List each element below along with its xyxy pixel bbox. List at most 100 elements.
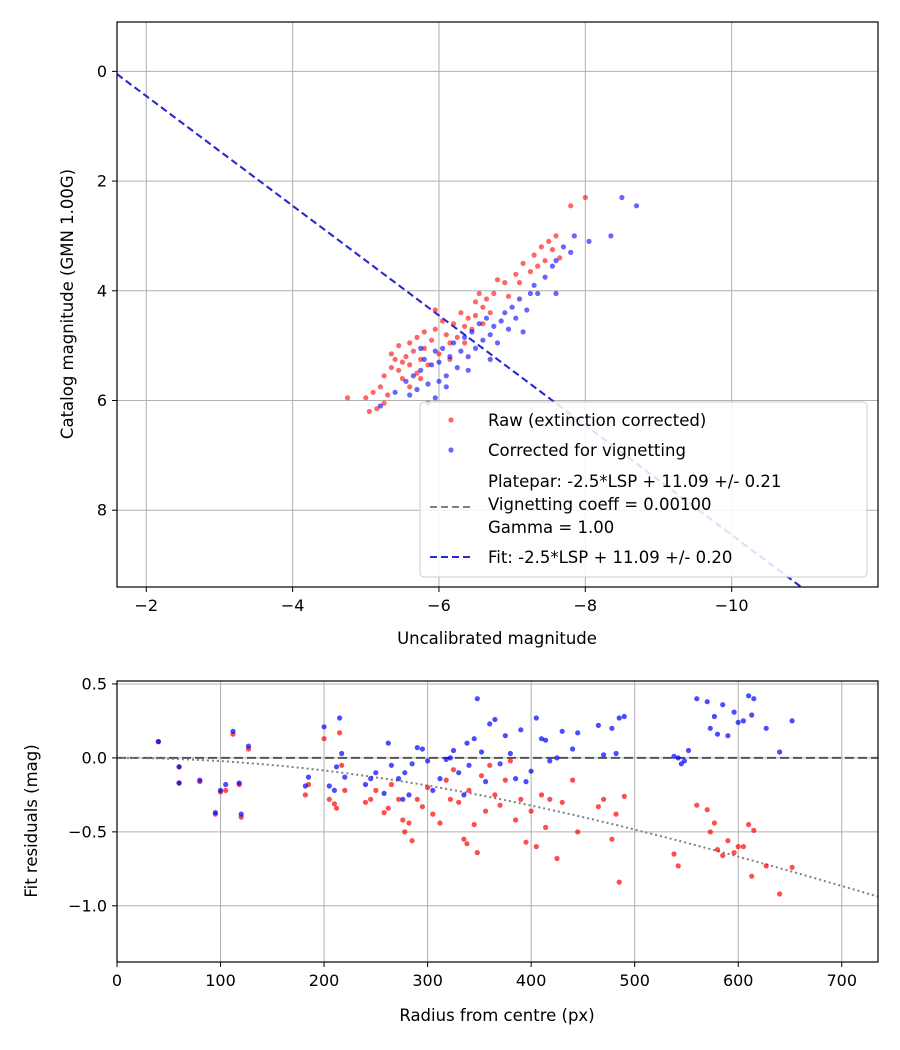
raw-point <box>570 777 576 783</box>
corrected-point <box>469 329 475 335</box>
y-tick-label: 6 <box>97 391 107 410</box>
corrected-point <box>571 233 577 239</box>
corrected-point <box>513 776 519 782</box>
corrected-point <box>432 395 438 401</box>
corrected-point <box>707 725 713 731</box>
corrected-point <box>789 718 795 724</box>
raw-point <box>437 820 443 826</box>
raw-point <box>464 841 470 847</box>
x-tick-label: 200 <box>309 971 340 990</box>
raw-point <box>720 852 726 859</box>
corrected-point <box>487 356 493 362</box>
corrected-point <box>714 731 721 737</box>
corrected-point <box>245 743 252 749</box>
corrected-point <box>436 378 442 384</box>
raw-point <box>553 233 559 239</box>
raw-point <box>543 824 549 831</box>
corrected-point <box>513 315 519 321</box>
corrected-point <box>466 762 472 768</box>
corrected-point <box>527 290 534 297</box>
corrected-point <box>465 354 471 360</box>
corrected-point <box>533 715 539 721</box>
corrected-point <box>524 307 530 313</box>
corrected-point <box>238 811 244 817</box>
bottom-y-axis-label: Fit residuals (mag) <box>22 744 41 897</box>
raw-point <box>621 793 627 800</box>
corrected-point <box>392 389 398 395</box>
raw-point <box>429 337 435 343</box>
corrected-point <box>381 790 387 797</box>
corrected-point <box>681 758 688 764</box>
raw-point <box>707 829 713 835</box>
raw-point <box>613 811 619 817</box>
corrected-point <box>749 712 755 718</box>
y-tick-label: 0 <box>97 62 107 81</box>
raw-point <box>414 370 420 376</box>
corrected-point <box>321 724 327 730</box>
corrected-point <box>403 378 409 384</box>
raw-point <box>483 296 490 302</box>
corrected-point <box>406 792 412 798</box>
corrected-point <box>613 750 619 757</box>
corrected-point <box>543 737 549 743</box>
raw-point <box>478 773 485 779</box>
raw-point <box>381 400 387 406</box>
raw-point <box>582 194 588 201</box>
corrected-point <box>409 761 415 767</box>
corrected-point <box>494 340 501 346</box>
raw-point <box>373 787 379 794</box>
raw-point <box>425 362 431 368</box>
corrected-point <box>429 362 435 368</box>
raw-point <box>559 799 565 805</box>
corrected-point <box>480 337 486 343</box>
corrected-point <box>302 783 308 789</box>
raw-point <box>694 802 700 808</box>
x-tick-label: 700 <box>826 971 857 990</box>
corrected-point <box>454 365 460 371</box>
corrected-point <box>217 787 224 794</box>
corrected-point <box>414 745 420 751</box>
raw-point <box>746 821 752 828</box>
legend-box <box>419 401 868 578</box>
legend-fit-label: Fit: -2.5*LSP + 11.09 +/- 0.20 <box>488 548 732 567</box>
bottom-reference-lines <box>117 756 879 898</box>
corrected-point <box>436 359 442 365</box>
corrected-point <box>462 334 468 340</box>
corrected-point <box>523 779 529 785</box>
raw-point <box>554 855 560 862</box>
corrected-point <box>471 736 477 742</box>
corrected-point <box>326 783 332 789</box>
corrected-point <box>437 776 443 782</box>
raw-point <box>419 804 425 810</box>
corrected-point <box>414 386 420 393</box>
corrected-point <box>616 715 622 721</box>
corrected-point <box>595 722 602 729</box>
corrected-point <box>528 768 534 774</box>
corrected-point <box>547 758 553 764</box>
corrected-point <box>418 345 424 351</box>
corrected-point <box>720 702 726 708</box>
corrected-point <box>560 244 567 250</box>
raw-point <box>396 367 402 373</box>
raw-point <box>409 838 415 844</box>
top-chart: −2 −4 −6 −8 −10 0 2 4 6 8 Uncalibrated magnitude… <box>58 21 879 648</box>
corrected-point <box>746 693 752 699</box>
legend-raw-marker <box>448 417 454 423</box>
x-tick-label: −6 <box>427 596 451 615</box>
corrected-point <box>516 296 523 302</box>
raw-point <box>547 796 553 802</box>
raw-point <box>326 796 332 802</box>
raw-point <box>546 238 552 244</box>
corrected-point <box>476 321 482 327</box>
corrected-point <box>155 739 161 745</box>
raw-point <box>403 354 409 360</box>
corrected-point <box>418 367 424 373</box>
raw-point <box>462 340 468 346</box>
corrected-point <box>443 384 449 390</box>
raw-point <box>432 307 438 313</box>
raw-point <box>704 807 710 813</box>
raw-point <box>407 340 413 346</box>
corrected-point <box>230 728 236 734</box>
raw-point <box>494 277 501 283</box>
corrected-point <box>568 249 574 255</box>
